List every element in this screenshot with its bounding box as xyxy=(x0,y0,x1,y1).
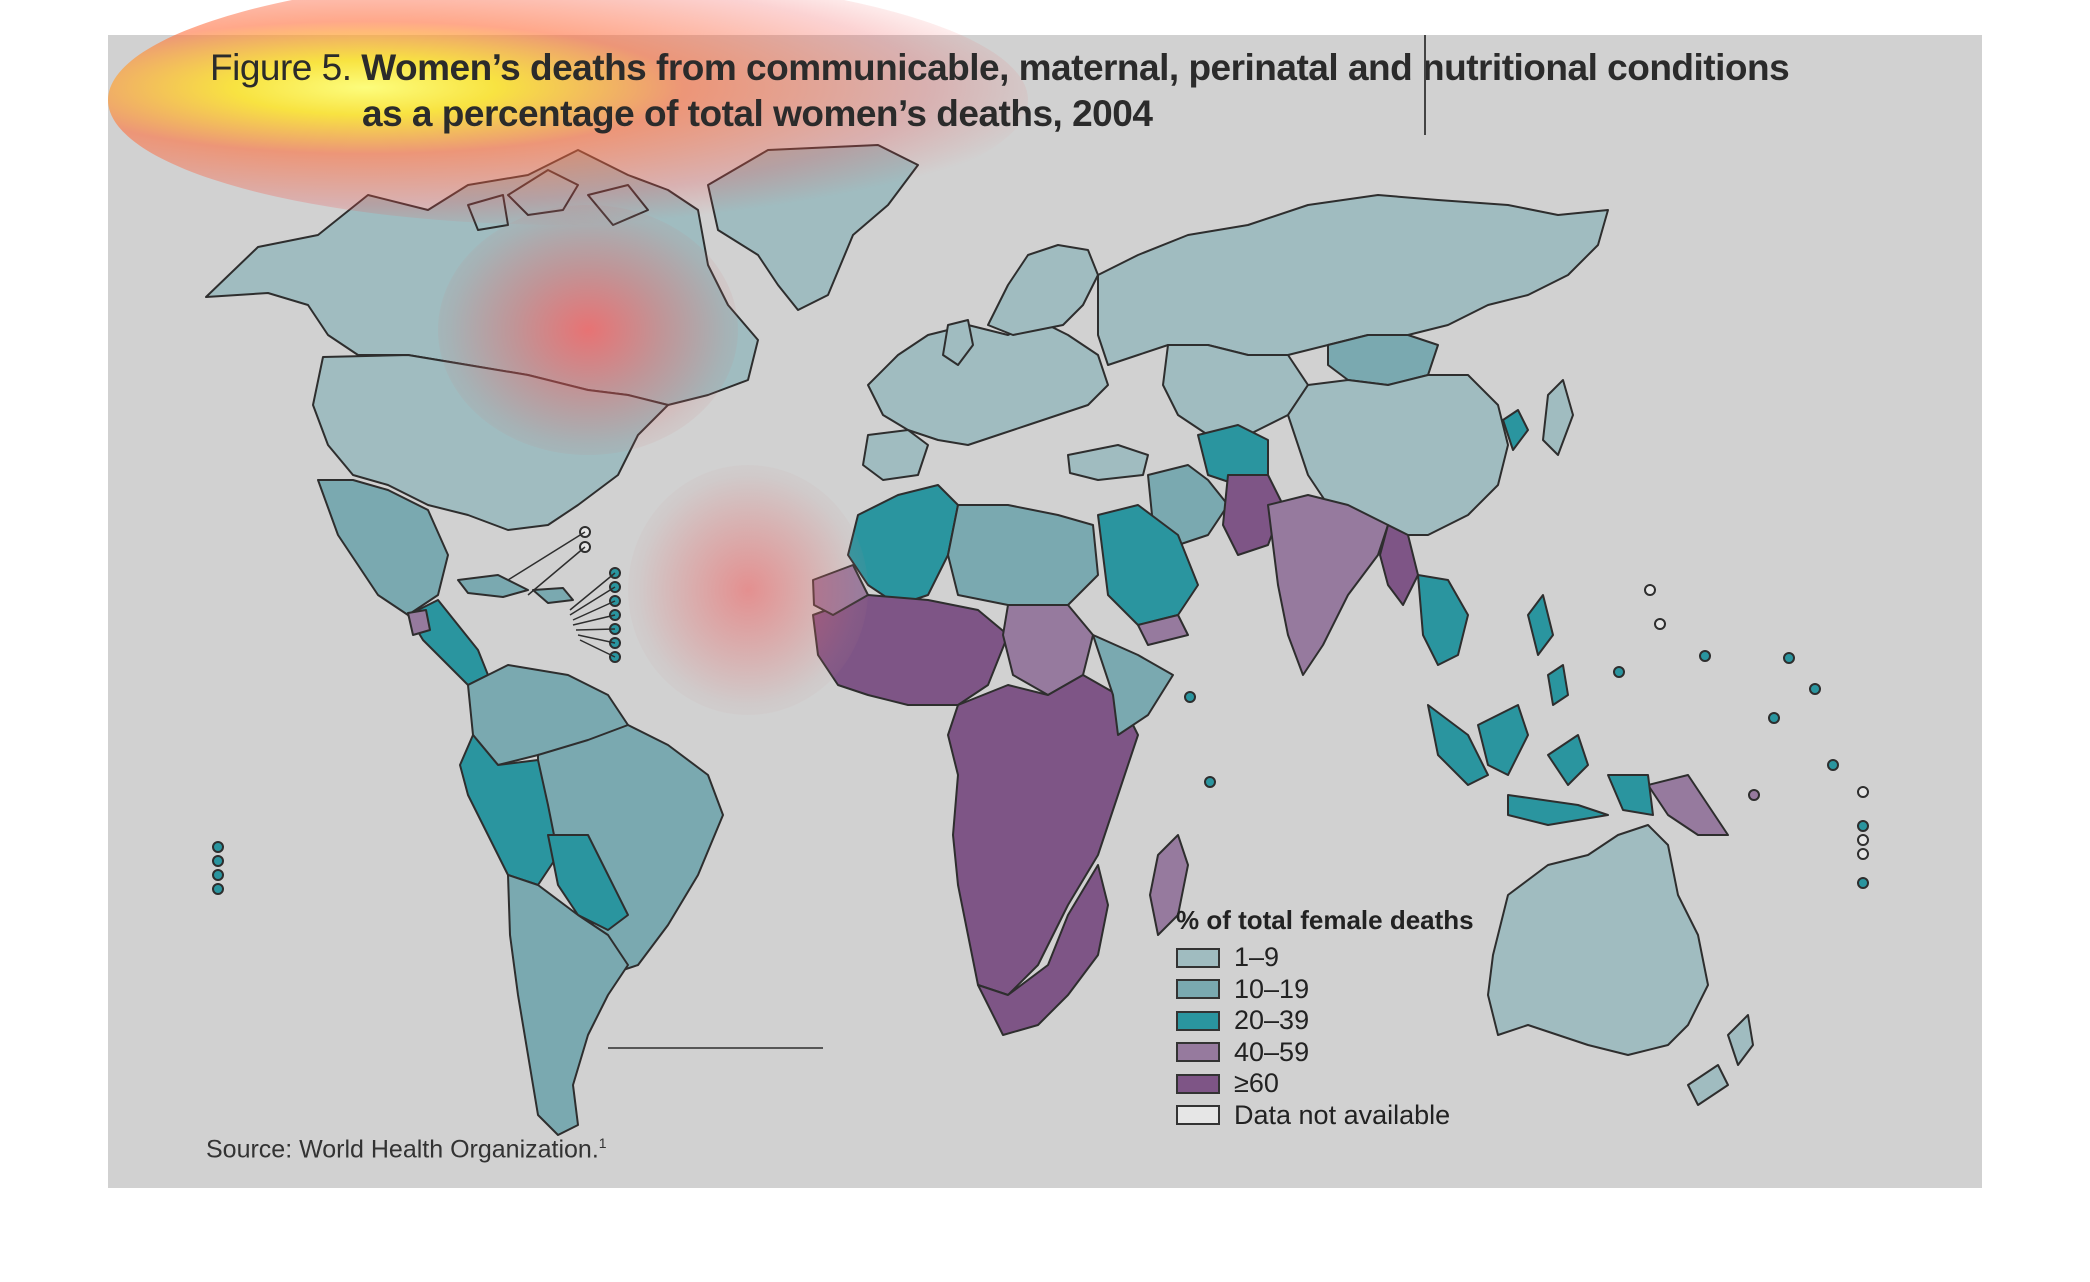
world-map xyxy=(205,144,1869,1136)
title-line-1: Women’s deaths from communicable, matern… xyxy=(361,47,1790,88)
region-indonesia xyxy=(1427,704,1609,826)
legend-swatch xyxy=(1176,1010,1220,1031)
legend: % of total female deaths 1–9 10–19 20–39… xyxy=(1176,905,1474,1131)
legend-label: 20–39 xyxy=(1234,1005,1310,1036)
map-panel: Figure 5. Women’s deaths from communicab… xyxy=(108,0,1982,1188)
region-guatemala xyxy=(407,609,431,636)
legend-item-40-59: 40–59 xyxy=(1176,1037,1474,1069)
region-philippines xyxy=(1527,594,1569,706)
region-bolivia xyxy=(547,834,629,931)
region-pakistan xyxy=(1222,474,1284,556)
legend-item-20-39: 20–39 xyxy=(1176,1005,1474,1037)
region-madagascar xyxy=(1149,834,1189,936)
leader-lines xyxy=(507,531,823,1049)
region-horn-of-africa xyxy=(1092,634,1174,736)
region-japan xyxy=(1542,379,1574,456)
legend-label: 1–9 xyxy=(1234,942,1280,973)
region-australia xyxy=(1487,824,1709,1056)
legend-item-1-9: 1–9 xyxy=(1176,942,1474,974)
legend-swatch xyxy=(1176,1105,1220,1126)
region-iberia xyxy=(862,429,929,481)
legend-item-60-plus: ≥60 xyxy=(1176,1068,1474,1100)
legend-label: ≥60 xyxy=(1234,1068,1279,1099)
region-southern-cone xyxy=(507,874,629,1136)
region-yemen xyxy=(1137,614,1189,646)
legend-label: 10–19 xyxy=(1234,973,1310,1004)
region-mexico xyxy=(317,479,449,616)
legend-item-not-available: Data not available xyxy=(1176,1100,1474,1132)
region-europe xyxy=(867,319,1109,446)
region-west-africa xyxy=(812,594,1009,706)
title-rule xyxy=(1424,35,1426,135)
legend-swatch xyxy=(1176,1073,1220,1094)
region-arabia xyxy=(1097,504,1199,626)
region-india xyxy=(1267,494,1389,676)
region-greenland xyxy=(707,144,919,311)
figure-number: Figure 5. xyxy=(210,47,352,88)
legend-swatch xyxy=(1176,947,1220,968)
region-myanmar xyxy=(1379,524,1419,606)
region-central-africa xyxy=(947,674,1139,996)
legend-swatch xyxy=(1176,979,1220,1000)
region-new-zealand xyxy=(1687,1014,1754,1106)
region-korea xyxy=(1502,409,1529,451)
region-southern-africa xyxy=(977,864,1109,1036)
region-southeast-asia xyxy=(1417,574,1469,666)
island-markers xyxy=(212,526,1869,895)
region-north-africa-east xyxy=(947,504,1099,606)
legend-item-10-19: 10–19 xyxy=(1176,974,1474,1006)
region-uk xyxy=(942,319,974,366)
source-ref: 1 xyxy=(598,1135,607,1151)
region-papua xyxy=(1647,774,1729,836)
source-text: Source: World Health Organization. xyxy=(206,1135,599,1164)
legend-label: Data not available xyxy=(1234,1099,1451,1130)
region-caribbean xyxy=(457,574,574,604)
region-china xyxy=(1287,374,1509,536)
legend-title: % of total female deaths xyxy=(1176,905,1474,935)
legend-swatch xyxy=(1176,1042,1220,1063)
title-line-2: as a percentage of total women’s deaths,… xyxy=(362,93,1153,134)
legend-label: 40–59 xyxy=(1234,1036,1310,1067)
region-turkey xyxy=(1067,444,1149,481)
figure-title: Figure 5. Women’s deaths from communicab… xyxy=(210,45,1810,137)
region-papua-west xyxy=(1607,774,1654,816)
source-note: Source: World Health Organization.1 xyxy=(206,1135,607,1164)
region-scandinavia xyxy=(987,244,1099,336)
region-central-asia xyxy=(1162,344,1309,436)
